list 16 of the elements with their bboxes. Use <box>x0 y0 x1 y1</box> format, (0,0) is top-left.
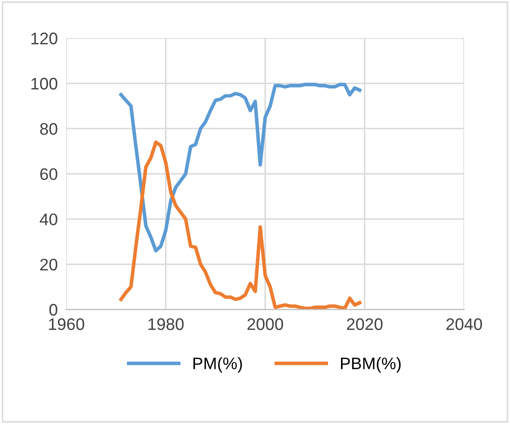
x-tick-label: 2040 <box>446 318 482 330</box>
legend-label: PBM(%) <box>341 357 401 373</box>
line-series <box>119 140 362 310</box>
y-tick-label: 120 <box>31 32 58 44</box>
line-series <box>119 82 362 252</box>
y-tick-label: 60 <box>40 168 58 180</box>
x-tick-label: 2000 <box>248 318 284 330</box>
y-tick-label: 40 <box>40 213 58 226</box>
y-tick-label: 0 <box>49 304 58 316</box>
x-tick-label: 1980 <box>148 318 184 330</box>
y-tick-label: 20 <box>40 258 58 270</box>
legend-label: PM(%) <box>193 357 242 373</box>
y-tick-label: 100 <box>31 78 58 90</box>
x-tick-label: 2020 <box>346 318 383 330</box>
x-tick-label: 1960 <box>49 318 84 330</box>
y-tick-label: 80 <box>40 123 58 135</box>
